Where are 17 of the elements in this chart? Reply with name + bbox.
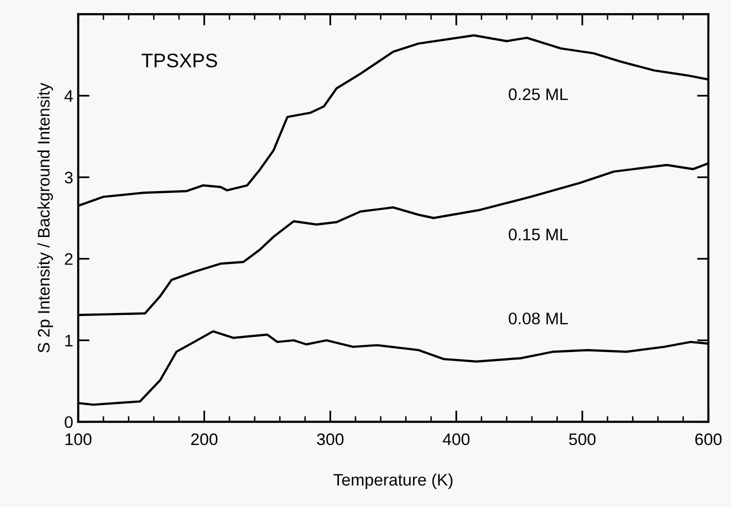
y-axis-title: S 2p Intensity / Background Intensity — [37, 82, 53, 353]
annotation: TPSXPS — [142, 54, 218, 68]
x-tick-label: 200 — [191, 433, 218, 446]
text: 0.25 ML — [508, 88, 568, 100]
y-tick-label: 3 — [64, 172, 73, 184]
y-tick-label: 2 — [64, 253, 73, 265]
y-tick-label: 4 — [64, 90, 73, 102]
y-tick-label: 1 — [65, 334, 73, 346]
series-label: 0.08 ML — [508, 312, 568, 324]
x-tick-label: 300 — [317, 433, 344, 446]
x-tick-label: 400 — [442, 433, 470, 446]
x-tick-label: 100 — [66, 433, 92, 446]
x-axis-title: Temperature (K) — [333, 473, 452, 490]
y-tick-label: 0 — [64, 416, 73, 428]
x-tick-label: 600 — [695, 433, 722, 446]
x-tick-label: 500 — [569, 433, 596, 446]
series-label: 0.15 ML — [508, 228, 568, 240]
